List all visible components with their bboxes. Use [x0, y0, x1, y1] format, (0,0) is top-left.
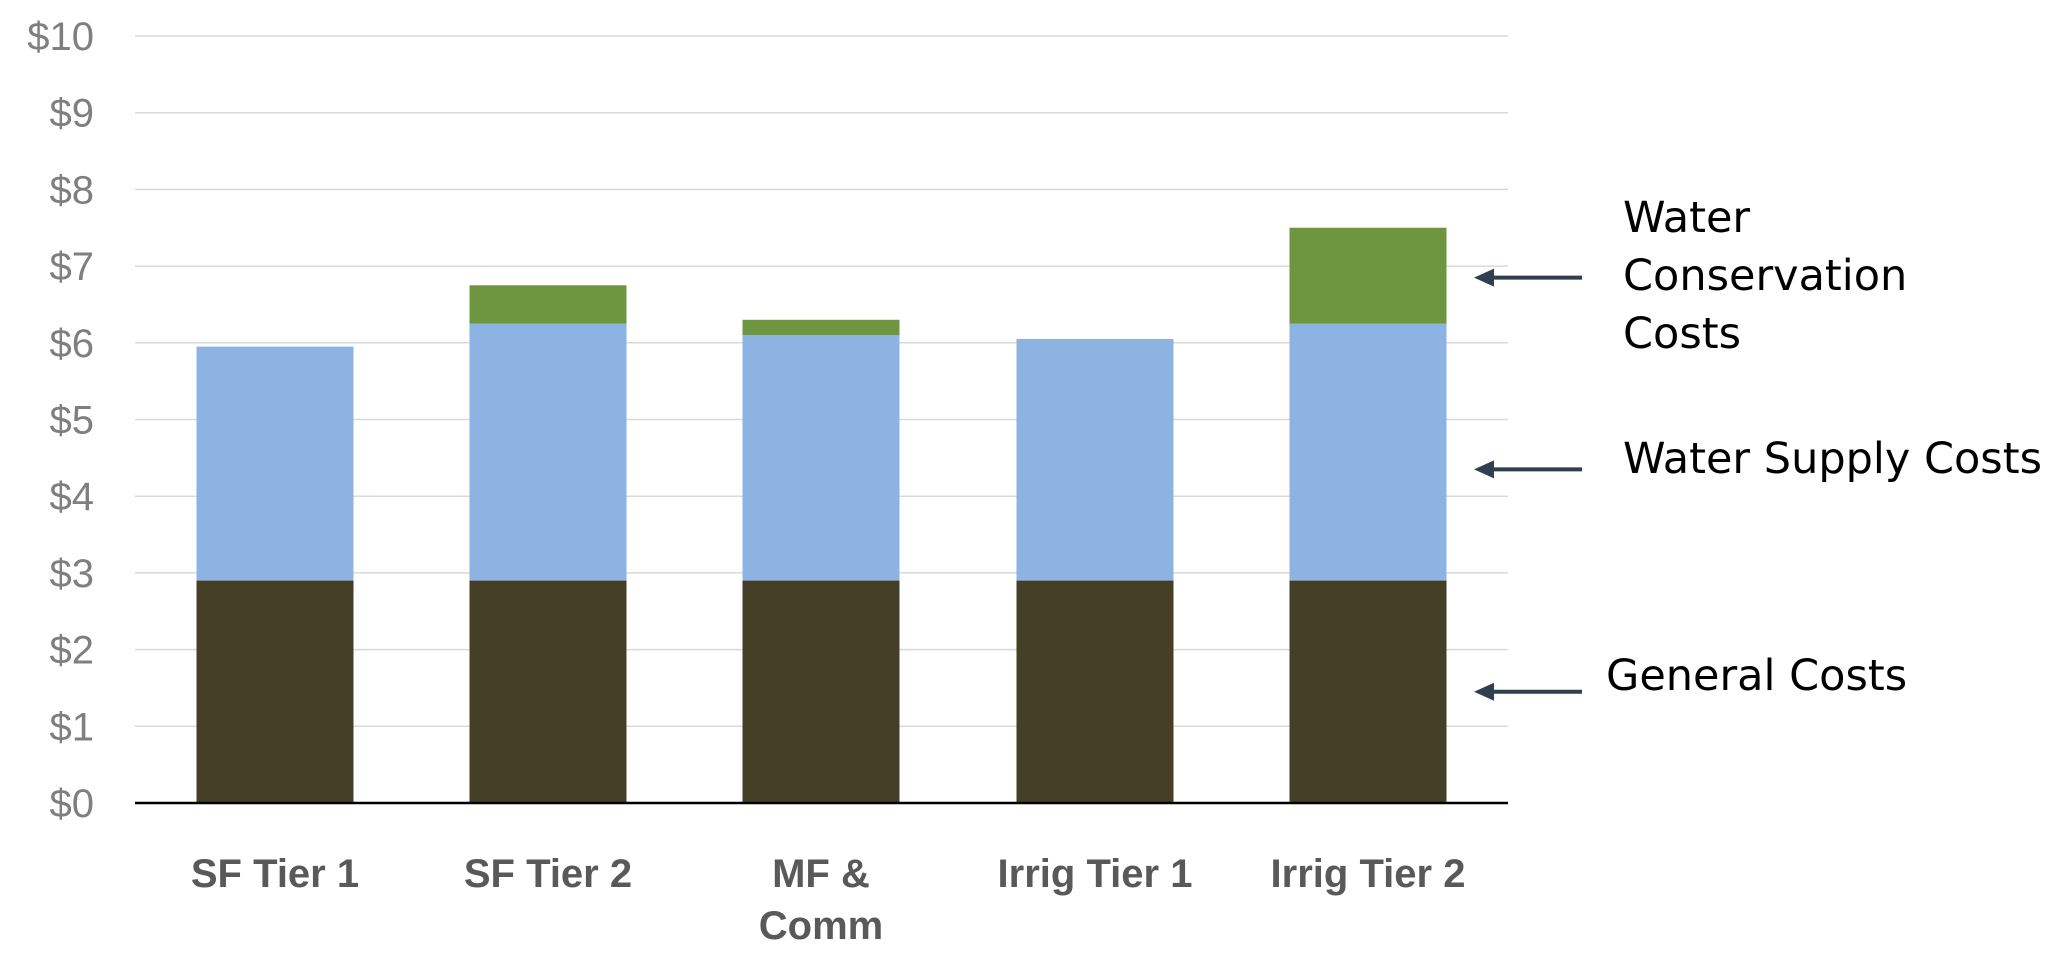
y-tick-label: $7: [50, 245, 95, 289]
y-tick-label: $6: [50, 322, 95, 366]
bar-segment-conservation: [469, 285, 627, 324]
annotation-label-general: General Costs: [1606, 651, 1907, 701]
y-tick-label: $5: [50, 399, 95, 443]
bar-segment-supply: [742, 335, 900, 581]
y-tick-label: $8: [50, 168, 95, 212]
bar-segment-general: [1016, 580, 1174, 803]
y-tick-label: $0: [50, 782, 95, 826]
arrow-head: [1474, 460, 1494, 479]
bar-segment-general: [469, 580, 627, 803]
annotation-label-conservation: Water Conservation Costs: [1623, 193, 1907, 359]
bar-segment-general: [742, 580, 900, 803]
annotation-label-supply: Water Supply Costs: [1623, 434, 2042, 484]
bar-segment-supply: [1016, 338, 1174, 581]
bar-segment-supply: [196, 346, 354, 581]
bar-segment-conservation: [742, 319, 900, 336]
bar-segment-general: [1289, 580, 1447, 803]
x-category-label: SF Tier 2: [464, 852, 632, 896]
x-category-label: Irrig Tier 1: [998, 852, 1193, 896]
x-category-label: MF & Comm: [759, 852, 883, 948]
arrow-head: [1474, 268, 1494, 287]
arrow-head: [1474, 682, 1494, 701]
y-tick-label: $3: [50, 552, 95, 596]
bar-segment-general: [196, 580, 354, 803]
bar-segment-supply: [1289, 323, 1447, 581]
y-tick-labels: $0 $1 $2 $3 $4 $5 $6 $7 $8 $9 $10: [27, 15, 94, 826]
y-tick-label: $9: [50, 92, 95, 136]
y-tick-label: $4: [50, 475, 95, 519]
x-category-label: SF Tier 1: [191, 852, 359, 896]
x-category-label: Irrig Tier 2: [1271, 852, 1466, 896]
bars: [196, 227, 1447, 803]
y-tick-label: $10: [27, 15, 94, 59]
y-tick-label: $1: [50, 705, 95, 749]
bar-segment-supply: [469, 323, 627, 581]
category-labels: SF Tier 1 SF Tier 2 MF & Comm Irrig Tier 1 Ir…: [191, 852, 1466, 948]
bar-segment-conservation: [1289, 227, 1447, 324]
annotations: Water Conservation Costs Water Supply Costs…: [1474, 193, 2042, 701]
y-tick-label: $2: [50, 629, 95, 673]
